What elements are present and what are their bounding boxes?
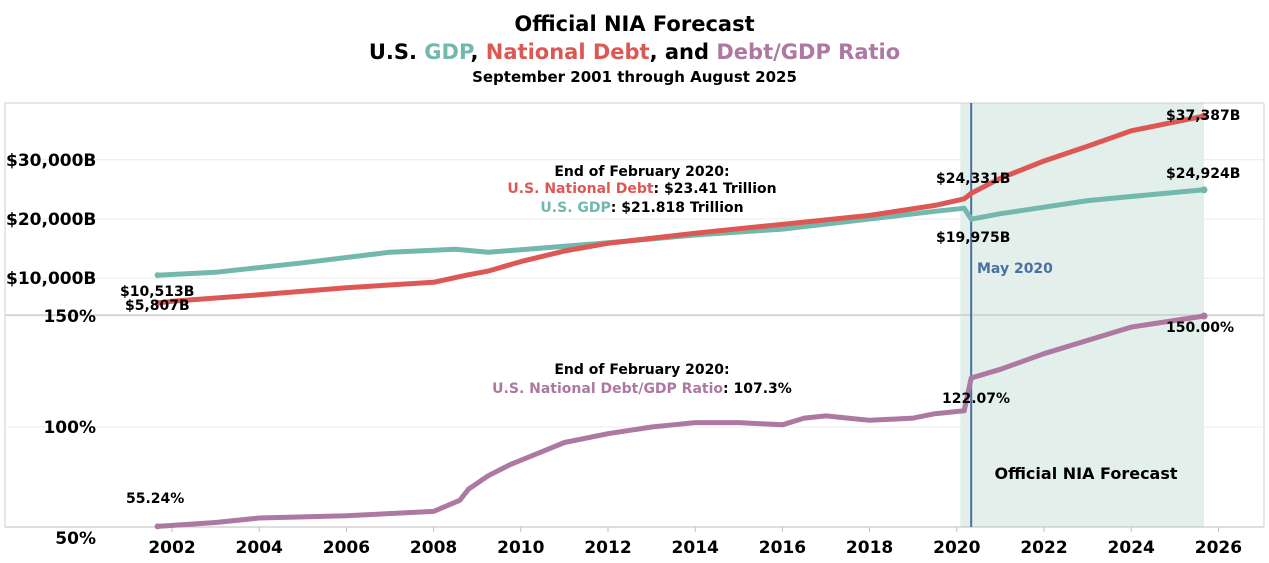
feb-debt-name: U.S. National Debt [507, 181, 653, 197]
ratio-start-label: 55.24% [126, 491, 184, 507]
forecast-label: Official NIA Forecast [994, 464, 1177, 483]
x-tick-label: 2008 [410, 538, 457, 558]
x-tick-label: 2024 [1108, 538, 1155, 558]
ratio-series-line [155, 313, 1207, 529]
gdp-may2020-label: $19,975B [936, 230, 1010, 246]
feb-2020-bottom-header: End of February 2020: [554, 362, 729, 378]
ratio-series-start-point [154, 523, 161, 530]
ratio-series-end-point [1200, 312, 1208, 320]
chart-title-line2: U.S. GDP, National Debt, and Debt/GDP Ra… [0, 38, 1269, 66]
feb-2020-gdp-note: U.S. GDP: $21.818 Trillion [540, 200, 743, 216]
gdp-series-end-point [1200, 186, 1208, 194]
chart-title-block: Official NIA Forecast U.S. GDP, National… [0, 10, 1269, 88]
x-axis: 2002 2004 2006 2008 2010 2012 2014 2016 2018 2020… [148, 527, 1242, 558]
x-tick-label: 2022 [1020, 538, 1067, 558]
debt-may2020-label: $24,331B [936, 171, 1010, 187]
x-tick-label: 2004 [236, 538, 283, 558]
ratio-may2020-label: 122.07% [942, 391, 1010, 407]
title-prefix: U.S. [368, 40, 425, 64]
x-tick-label: 2020 [933, 538, 980, 558]
x-tick-label: 2014 [672, 538, 719, 558]
chart-title: Official NIA Forecast [514, 12, 755, 36]
chart-subtitle: September 2001 through August 2025 [472, 68, 797, 86]
x-tick-label: 2010 [497, 538, 544, 558]
bottom-y-tick-label: 100% [43, 418, 96, 438]
may-2020-label: May 2020 [977, 261, 1053, 277]
x-tick-label: 2012 [584, 538, 631, 558]
x-tick-label: 2006 [323, 538, 370, 558]
x-tick-label: 2016 [759, 538, 806, 558]
bottom-y-tick-label: 50% [55, 529, 96, 549]
ratio-end-label: 150.00% [1166, 320, 1234, 336]
feb-2020-top-header: End of February 2020: [554, 164, 729, 180]
gdp-start-label: $10,513B [120, 284, 194, 300]
gdp-series-line [155, 187, 1207, 278]
top-y-tick-label: $30,000B [6, 151, 96, 171]
debt-end-label: $37,387B [1166, 108, 1240, 124]
bottom-y-axis: 50% 100% 150% [43, 307, 96, 549]
gdp-series-start-point [154, 272, 161, 279]
top-y-tick-label: $10,000B [6, 269, 96, 289]
feb-2020-ratio-note: U.S. National Debt/GDP Ratio: 107.3% [492, 381, 792, 397]
title-ratio: Debt/GDP Ratio [716, 40, 901, 64]
title-gdp: GDP [424, 40, 471, 64]
debt-series-start-point [154, 300, 161, 307]
x-tick-label: 2026 [1195, 538, 1242, 558]
bottom-gridlines [5, 315, 1264, 428]
bottom-y-tick-label: 150% [43, 307, 96, 327]
top-y-axis: $10,000B $20,000B $30,000B [6, 151, 96, 289]
debt-series-line [155, 113, 1207, 306]
x-tick-label: 2018 [846, 538, 893, 558]
title-debt: National Debt [485, 40, 650, 64]
x-tick-label: 2002 [148, 538, 195, 558]
top-y-tick-label: $20,000B [6, 210, 96, 230]
debt-series-end-point [1200, 112, 1208, 120]
feb-gdp-value: : $21.818 Trillion [611, 200, 744, 216]
debt-start-label: $5,807B [125, 298, 190, 314]
feb-ratio-value: : 107.3% [723, 381, 792, 397]
gdp-end-label: $24,924B [1166, 166, 1240, 182]
feb-gdp-name: U.S. GDP [540, 200, 610, 216]
feb-debt-value: : $23.41 Trillion [654, 181, 777, 197]
title-sep1: , [470, 40, 486, 64]
feb-ratio-name: U.S. National Debt/GDP Ratio [492, 381, 723, 397]
series-layer [154, 112, 1208, 530]
title-sep2: , and [649, 40, 717, 64]
feb-2020-debt-note: U.S. National Debt: $23.41 Trillion [507, 181, 776, 197]
